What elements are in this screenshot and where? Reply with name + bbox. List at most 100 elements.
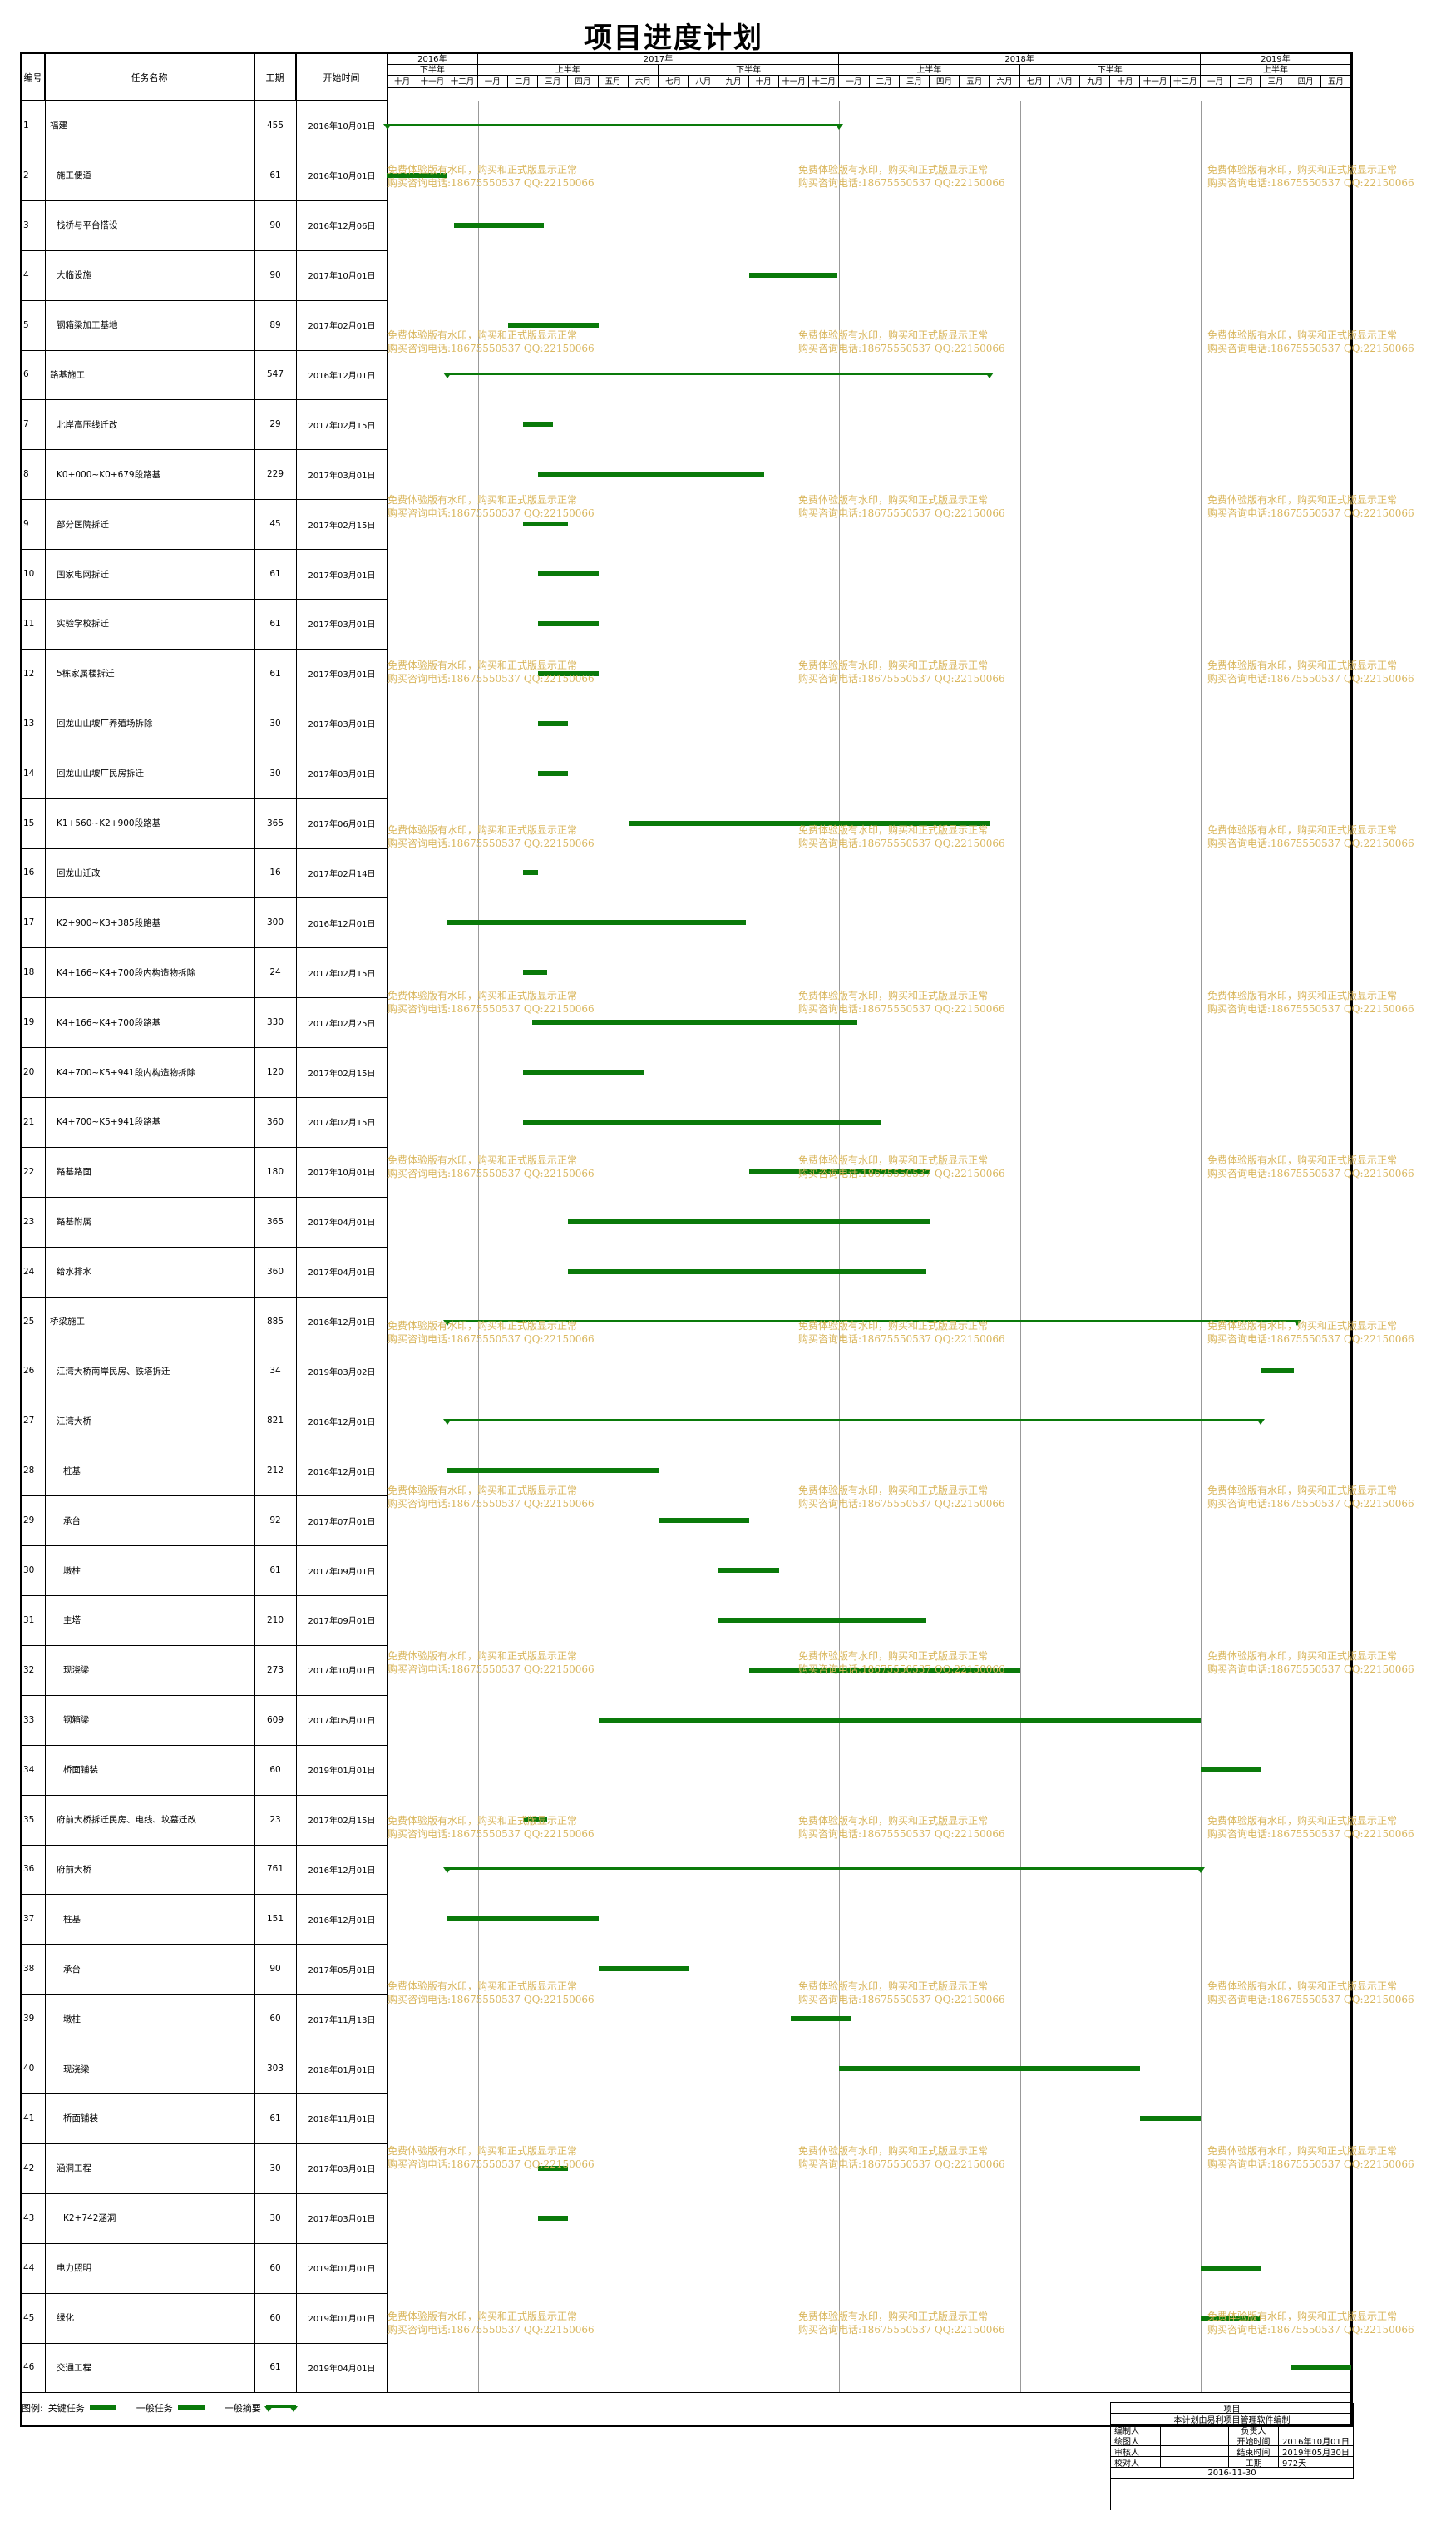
summary-bar[interactable] <box>447 373 990 376</box>
row-divider <box>22 1894 387 1896</box>
watermark-line1: 免费体验版有水印，购买和正式版显示正常 <box>1207 1319 1398 1332</box>
task-bar[interactable] <box>791 2016 851 2022</box>
task-bar[interactable] <box>568 1268 927 1274</box>
row-divider <box>22 1246 387 1248</box>
task-bar[interactable] <box>447 1468 659 1474</box>
row-divider <box>22 897 387 899</box>
task-bar[interactable] <box>748 1169 930 1174</box>
watermark-line2: 购买咨询电话:18675550537 QQ:22150066 <box>387 1168 595 1179</box>
half-year-gridline <box>1019 101 1021 2393</box>
watermark: 免费体验版有水印，购买和正式版显示正常 购买咨询电话:18675550537 QQ… <box>387 989 595 1016</box>
task-bar[interactable] <box>447 920 746 926</box>
watermark-line1: 免费体验版有水印，购买和正式版显示正常 <box>1207 329 1398 341</box>
watermark: 免费体验版有水印，购买和正式版显示正常 购买咨询电话:18675550537 QQ… <box>1207 163 1414 190</box>
task-bar[interactable] <box>1200 1767 1261 1772</box>
task-bar[interactable] <box>387 172 448 178</box>
task-bar[interactable] <box>538 2165 569 2171</box>
watermark-line2: 购买咨询电话:18675550537 QQ:22150066 <box>1207 177 1414 189</box>
signbox-date: 2016-11-30 <box>1111 2468 1354 2478</box>
task-bar[interactable] <box>568 1219 930 1224</box>
task-bar[interactable] <box>839 2066 1141 2072</box>
task-id: 35 <box>23 1814 35 1825</box>
task-bar[interactable] <box>538 571 599 577</box>
task-duration: 61 <box>269 170 281 180</box>
watermark-line2: 购买咨询电话:18675550537 QQ:22150066 <box>387 1663 595 1675</box>
task-name: K4+700~K5+941段路基 <box>57 1117 161 1128</box>
task-duration: 60 <box>269 2014 281 2024</box>
task-duration: 303 <box>266 2064 284 2074</box>
row-divider <box>22 1794 387 1796</box>
task-bar[interactable] <box>538 670 599 676</box>
task-bar[interactable] <box>453 222 545 228</box>
task-bar[interactable] <box>531 1020 857 1026</box>
task-bar[interactable] <box>538 720 569 726</box>
timeline-year: 2019年 <box>1200 54 1351 65</box>
task-bar[interactable] <box>522 1119 881 1125</box>
watermark-line2: 购买咨询电话:18675550537 QQ:22150066 <box>1207 1828 1414 1840</box>
task-bar[interactable] <box>598 1717 1201 1723</box>
task-bar[interactable] <box>507 322 599 328</box>
task-bar[interactable] <box>1261 1368 1295 1374</box>
timeline-month: 二月 <box>869 76 900 88</box>
timeline-half: 下半年 <box>387 65 478 76</box>
timeline-month: 一月 <box>477 76 508 88</box>
task-bar[interactable] <box>522 1070 644 1075</box>
task-bar[interactable] <box>538 472 764 477</box>
task-duration: 34 <box>269 1366 281 1377</box>
signbox-key: 绘图人 <box>1111 2435 1161 2445</box>
summary-bar[interactable] <box>447 1867 1201 1871</box>
row-divider <box>22 947 387 949</box>
task-duration: 23 <box>269 1814 281 1825</box>
task-bar[interactable] <box>522 970 547 976</box>
summary-bar[interactable] <box>387 123 840 126</box>
task-bar[interactable] <box>522 870 539 876</box>
task-bar[interactable] <box>748 272 837 278</box>
watermark-line2: 购买咨询电话:18675550537 QQ:22150066 <box>387 342 595 354</box>
watermark-line1: 免费体验版有水印，购买和正式版显示正常 <box>387 2145 578 2157</box>
watermark-line2: 购买咨询电话:18675550537 QQ:22150066 <box>798 2158 1005 2170</box>
task-start: 2017年03月01日 <box>308 2165 376 2175</box>
task-id: 45 <box>23 2312 35 2323</box>
task-bar[interactable] <box>538 620 599 626</box>
task-bar[interactable] <box>718 1617 927 1623</box>
task-name: 承台 <box>63 1515 81 1526</box>
watermark-line2: 购买咨询电话:18675550537 QQ:22150066 <box>387 1002 595 1015</box>
row-divider <box>22 349 387 351</box>
task-bar[interactable] <box>1291 2365 1351 2370</box>
task-bar[interactable] <box>538 770 569 776</box>
summary-bar[interactable] <box>447 1319 1297 1322</box>
task-bar[interactable] <box>1200 2315 1261 2321</box>
task-bar[interactable] <box>1140 2115 1201 2121</box>
summary-start-marker <box>443 1419 452 1426</box>
task-bar[interactable] <box>522 522 569 527</box>
task-bar[interactable] <box>628 820 990 826</box>
task-bar[interactable] <box>718 1568 779 1574</box>
task-id: 46 <box>23 2362 35 2373</box>
task-id: 17 <box>23 917 35 928</box>
watermark-line2: 购买咨询电话:18675550537 QQ:22150066 <box>387 838 595 849</box>
legend-critical-label: 关键任务 <box>47 2403 85 2414</box>
task-bar[interactable] <box>598 1966 689 1972</box>
task-bar[interactable] <box>447 1916 599 1922</box>
task-id: 13 <box>23 718 35 729</box>
legend-critical-bar <box>89 2405 116 2410</box>
task-start: 2017年02月15日 <box>308 1817 376 1827</box>
task-bar[interactable] <box>1200 2265 1261 2271</box>
task-id: 14 <box>23 768 35 779</box>
task-bar[interactable] <box>522 1817 547 1822</box>
task-bar[interactable] <box>748 1667 1020 1673</box>
summary-bar[interactable] <box>447 1419 1261 1422</box>
watermark: 免费体验版有水印，购买和正式版显示正常 购买咨询电话:18675550537 QQ… <box>387 1649 595 1676</box>
watermark-line2: 购买咨询电话:18675550537 QQ:22150066 <box>798 1993 1005 2005</box>
task-bar[interactable] <box>658 1518 749 1524</box>
watermark-line2: 购买咨询电话:18675550537 QQ:22150066 <box>798 1168 1005 1179</box>
watermark: 免费体验版有水印，购买和正式版显示正常 购买咨询电话:18675550537 QQ… <box>387 2310 595 2336</box>
task-id: 32 <box>23 1664 35 1675</box>
task-name: 福建 <box>50 121 67 131</box>
row-divider <box>22 2093 387 2094</box>
task-bar[interactable] <box>522 422 554 428</box>
col-header-id: 编号 <box>22 54 45 101</box>
task-start: 2017年10月01日 <box>308 272 376 282</box>
task-id: 2 <box>23 170 29 180</box>
task-bar[interactable] <box>538 2215 569 2221</box>
